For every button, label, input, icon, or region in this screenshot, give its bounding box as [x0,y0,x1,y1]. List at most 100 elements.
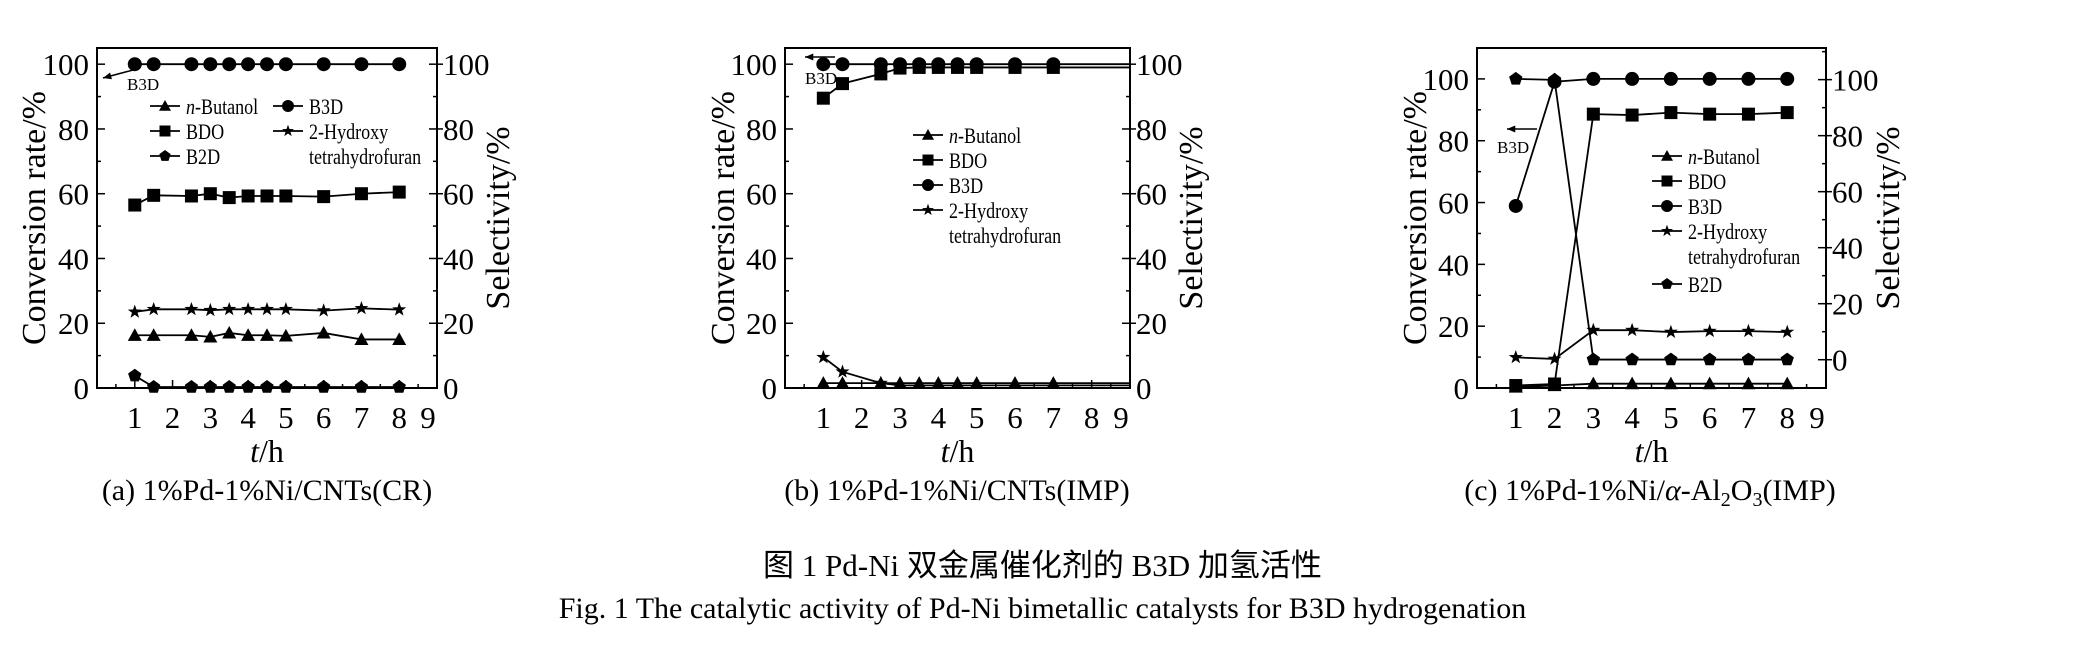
chart-subtitle: (a) 1%Pd-1%Ni/CNTs(CR) [102,474,432,507]
y-tick-label: 60 [746,177,777,212]
legend-item: BDO [1652,169,1726,194]
data-point [278,328,293,342]
x-axis-label: t/h [250,433,284,469]
data-point [816,91,830,105]
y2-axis-label: Selectivity/% [1173,126,1210,309]
data-point [392,332,407,346]
data-point [316,57,331,72]
legend-label-rest: -Butanol [195,94,258,119]
x-axis-label: t/h [1635,433,1669,469]
legend-label: tetrahydrofuran [949,223,1061,248]
x-tick-label: 3 [203,400,219,435]
data-point [1008,57,1022,72]
data-point [203,187,217,201]
legend-label: n-Butanol [186,94,258,119]
legend-marker-star-icon [922,203,934,216]
legend-item: BDO [150,119,224,144]
data-point [816,349,831,364]
y-tick-label: 0 [74,371,90,406]
legend-label-italic: n [1688,144,1697,169]
annotation-arrowhead-icon [1507,125,1516,133]
data-point [128,368,142,382]
data-point [1780,376,1795,390]
x-axis-label-var: t [1635,433,1645,469]
data-point [260,189,274,203]
data-point [354,187,368,201]
figure-caption-en: Fig. 1 The catalytic activity of Pd-Ni b… [558,592,1527,625]
legend-marker-square-icon [922,154,934,166]
legend-marker-star-icon [282,124,294,137]
y-tick-label: 20 [58,306,89,341]
x-tick-label: 8 [391,400,407,435]
x-tick-label: 8 [1084,400,1100,435]
legend-item: B3D [1652,194,1722,219]
data-point [146,57,161,72]
legend-marker-circle-icon [922,179,934,191]
x-tick-label: 3 [892,400,908,435]
subtitle-part: (c) 1%Pd-1%Ni/ [1464,474,1665,507]
data-point [873,375,888,390]
data-point [950,57,965,72]
chart-a: 1 2 3 4 5 6 7 8 9020406080100020406080100Convers… [16,47,517,507]
y2-tick-label: 40 [1832,231,1863,266]
legend-item: n-Butanol [150,94,258,119]
data-point [146,328,161,341]
data-point [203,329,218,343]
data-point [354,57,369,72]
series-triangle [127,325,407,346]
data-point [128,198,142,212]
data-point [317,380,331,393]
y-tick-label: 20 [1438,309,1469,344]
annotation-label: B3D [805,69,837,88]
data-point [1741,323,1756,338]
figure-caption-cn: 图 1 Pd-Ni 双金属催化剂的 B3D 加氢活性 [763,548,1322,583]
data-point [241,328,256,341]
data-point [1548,377,1562,391]
data-point [1663,376,1678,390]
data-point [1702,323,1717,338]
x-tick-label: 4 [240,400,256,435]
chart-c: 1 2 3 4 5 6 7 8 9020406080100020406080100Convers… [1397,47,1907,511]
series-pentagon [128,368,406,393]
x-tick-label: 5 [969,400,985,435]
y-tick-label: 0 [762,371,778,406]
y-axis-label: Conversion rate/% [705,91,742,345]
data-point [1663,71,1678,86]
legend-label: BDO [1688,169,1726,194]
legend-label: B2D [1688,272,1722,297]
data-point [184,57,199,72]
data-point [241,380,255,393]
data-point [931,57,946,72]
data-point [260,380,274,393]
y2-tick-label: 20 [1832,287,1863,322]
legend-marker-circle-icon [282,100,294,112]
legend-label: B3D [1688,194,1722,219]
legend-marker-square-icon [159,125,171,137]
x-axis-label-unit: /h [1644,433,1669,469]
series-line [1515,78,1788,361]
data-point [392,302,407,316]
chart-subtitle: (b) 1%Pd-1%Ni/CNTs(IMP) [784,474,1129,507]
x-tick-label: 4 [931,400,947,435]
y2-tick-label: 80 [1136,112,1167,147]
y-tick-label: 40 [746,241,777,276]
data-point [260,328,274,341]
y-tick-label: 40 [58,241,89,276]
data-point [1586,322,1601,337]
data-point [835,364,850,378]
data-point [279,189,293,203]
data-point [1509,71,1523,85]
data-point [316,325,331,339]
data-point [1703,352,1717,366]
data-point [873,57,888,72]
data-point [147,188,161,202]
x-tick-label: 6 [1007,400,1023,435]
legend-label: BDO [949,148,987,173]
legend-marker-triangle-icon [922,129,934,140]
x-tick-label: 1 [127,400,143,435]
series-circle [816,57,1130,72]
legend-label: 2-Hydroxy [949,198,1028,223]
